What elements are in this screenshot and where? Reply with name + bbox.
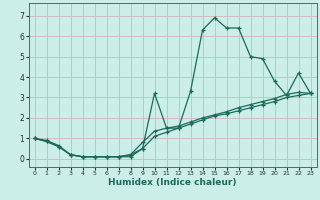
X-axis label: Humidex (Indice chaleur): Humidex (Indice chaleur) <box>108 178 237 187</box>
